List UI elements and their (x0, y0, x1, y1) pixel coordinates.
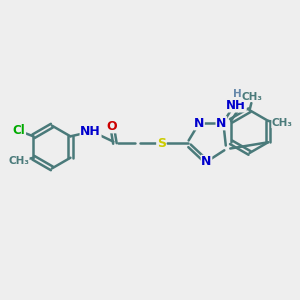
Text: H: H (233, 88, 242, 98)
Text: CH₃: CH₃ (272, 118, 293, 128)
Text: Cl: Cl (13, 124, 26, 137)
Text: NH: NH (226, 99, 246, 112)
Text: O: O (106, 120, 117, 133)
Text: N: N (201, 155, 212, 168)
Text: S: S (157, 137, 166, 150)
Text: N: N (194, 117, 204, 130)
Text: N: N (216, 117, 226, 130)
Text: CH₃: CH₃ (8, 156, 29, 166)
Text: NH: NH (80, 125, 101, 138)
Text: CH₃: CH₃ (242, 92, 262, 101)
